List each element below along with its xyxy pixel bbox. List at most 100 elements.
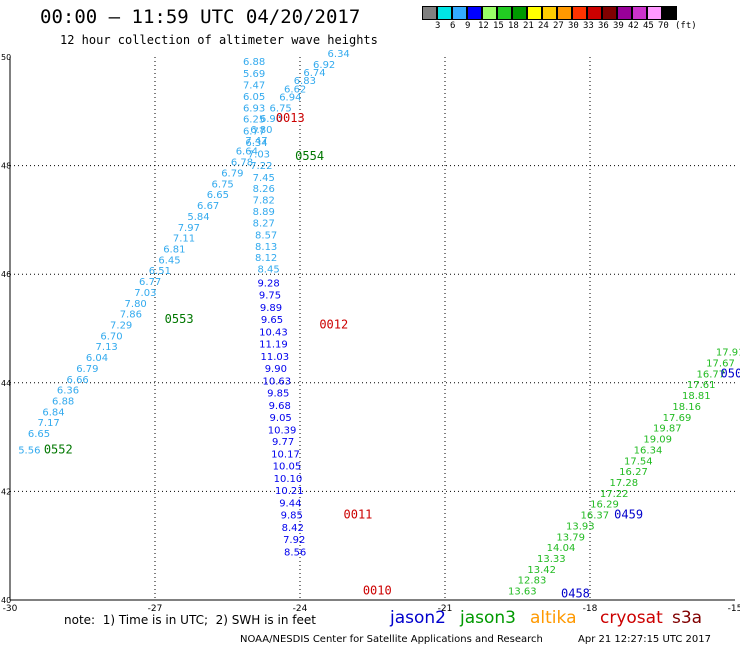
scale-swatch xyxy=(632,6,647,20)
wave-height-value: 6.90 xyxy=(260,114,282,125)
wave-height-value: 11.03 xyxy=(261,352,290,363)
scale-swatch xyxy=(467,6,482,20)
wave-height-value: 6.75 xyxy=(212,179,234,190)
wave-height-value: 10.43 xyxy=(259,328,288,339)
scale-label: 12 xyxy=(478,21,489,31)
wave-height-value: 7.82 xyxy=(253,196,275,207)
scale-swatch xyxy=(527,6,542,20)
wave-height-value: 6.62 xyxy=(284,84,306,95)
wave-height-value: 7.92 xyxy=(283,535,305,546)
scale-label: 6 xyxy=(450,21,456,31)
wave-height-value: 6.88 xyxy=(52,397,74,408)
wave-height-value: 16.37 xyxy=(581,511,610,522)
wave-height-value: 8.42 xyxy=(282,523,304,534)
scale-swatch xyxy=(557,6,572,20)
scale-label: 27 xyxy=(553,21,564,31)
wave-height-value: 6.34 xyxy=(328,49,350,60)
wave-height-value: 6.81 xyxy=(163,244,185,255)
map-title: 00:00 – 11:59 UTC 04/20/2017 xyxy=(40,6,361,28)
wave-height-value: 5.56 xyxy=(18,445,40,456)
wave-height-value: 14.04 xyxy=(547,543,576,554)
wave-height-value: 6.51 xyxy=(149,266,171,277)
wave-height-value: 6.04 xyxy=(86,353,108,364)
wave-height-value: 6.77 xyxy=(139,277,161,288)
wave-height-value: 6.83 xyxy=(294,76,316,87)
wave-height-value: 13.93 xyxy=(566,521,595,532)
scale-swatch xyxy=(437,6,452,20)
wave-height-value: 13.79 xyxy=(556,532,585,543)
wave-height-value: 6.75 xyxy=(270,103,292,114)
wave-height-value: 6.77 xyxy=(243,127,265,138)
scale-swatch xyxy=(497,6,512,20)
wave-height-value: 13.33 xyxy=(537,554,566,565)
scale-label: 36 xyxy=(598,21,609,31)
wave-height-value: 9.77 xyxy=(272,437,294,448)
wave-height-value: 6.34 xyxy=(245,138,267,149)
wave-height-value: 7.80 xyxy=(125,299,147,310)
wave-height-value: 17.67 xyxy=(706,359,735,370)
wave-height-value: 9.90 xyxy=(265,364,287,375)
color-scale-swatches xyxy=(422,6,740,20)
wave-height-value: 9.75 xyxy=(259,291,281,302)
wave-height-value: 8.45 xyxy=(257,265,279,276)
wave-height-value: 16.29 xyxy=(590,500,619,511)
pass-time-label: 0459 xyxy=(614,508,643,522)
scale-unit: (ft) xyxy=(675,21,697,31)
pass-time-label: 0552 xyxy=(44,442,73,456)
lon-tick-label: -15 xyxy=(728,604,740,614)
scale-swatch xyxy=(647,6,662,20)
wave-height-value: 10.63 xyxy=(262,376,291,387)
wave-height-value: 6.66 xyxy=(67,375,89,386)
lat-tick-label: 48 xyxy=(1,162,11,171)
scale-label: 70 xyxy=(658,21,669,31)
wave-height-value: 8.57 xyxy=(255,230,277,241)
lat-tick-label: 40 xyxy=(1,596,11,605)
wave-height-value: 7.03 xyxy=(248,149,270,160)
scale-label: 21 xyxy=(523,21,534,31)
lon-tick-label: -30 xyxy=(3,604,18,614)
wave-height-value: 6.25 xyxy=(243,115,265,126)
scale-label: 45 xyxy=(643,21,654,31)
wave-height-value: 10.10 xyxy=(274,474,303,485)
wave-height-value: 6.70 xyxy=(100,331,122,342)
wave-height-value: 10.39 xyxy=(268,425,297,436)
wave-height-value: 5.69 xyxy=(243,69,265,80)
wave-height-value: 17.69 xyxy=(663,413,692,424)
scale-swatch xyxy=(587,6,602,20)
wave-height-value: 18.16 xyxy=(672,402,701,413)
wave-height-value: 13.42 xyxy=(527,565,556,576)
wave-height-value: 8.27 xyxy=(253,218,275,229)
wave-height-value: 9.28 xyxy=(257,279,279,290)
wave-height-value: 9.89 xyxy=(260,303,282,314)
credit-line: NOAA/NESDIS Center for Satellite Applica… xyxy=(240,634,543,645)
scale-label: 18 xyxy=(508,21,519,31)
scale-swatch xyxy=(662,6,677,20)
satellite-legend-altika: altika xyxy=(530,608,577,628)
scale-label: 9 xyxy=(465,21,471,31)
wave-height-value: 6.94 xyxy=(279,92,301,103)
pass-time-label: 0010 xyxy=(363,584,392,598)
wave-height-value: 7.17 xyxy=(38,418,60,429)
wave-height-value: 16.77 xyxy=(697,369,726,380)
wave-height-value: 7.03 xyxy=(134,288,156,299)
wave-height-value: 16.34 xyxy=(634,445,663,456)
wave-height-value: 6.74 xyxy=(303,68,325,79)
wave-height-value: 9.44 xyxy=(279,499,301,510)
satellite-legend-jason3: jason3 xyxy=(460,608,516,628)
wave-height-value: 6.80 xyxy=(250,125,272,136)
wave-height-value: 6.93 xyxy=(243,103,265,114)
scale-swatch xyxy=(512,6,527,20)
wave-height-value: 13.63 xyxy=(508,587,537,598)
wave-height-value: 8.56 xyxy=(284,547,306,558)
map-subtitle: 12 hour collection of altimeter wave hei… xyxy=(60,33,378,47)
satellite-legend-s3a: s3a xyxy=(672,608,703,628)
pass-time-label: 0012 xyxy=(319,318,348,332)
wave-height-value: 6.65 xyxy=(207,190,229,201)
lon-tick-label: -24 xyxy=(293,604,308,614)
pass-time-label: 050 xyxy=(721,366,740,380)
wave-height-value: 8.12 xyxy=(255,253,277,264)
wave-height-value: 5.84 xyxy=(187,212,209,223)
wave-height-value: 8.13 xyxy=(255,242,277,253)
wave-height-value: 17.28 xyxy=(610,478,639,489)
wave-height-value: 10.05 xyxy=(273,462,302,473)
